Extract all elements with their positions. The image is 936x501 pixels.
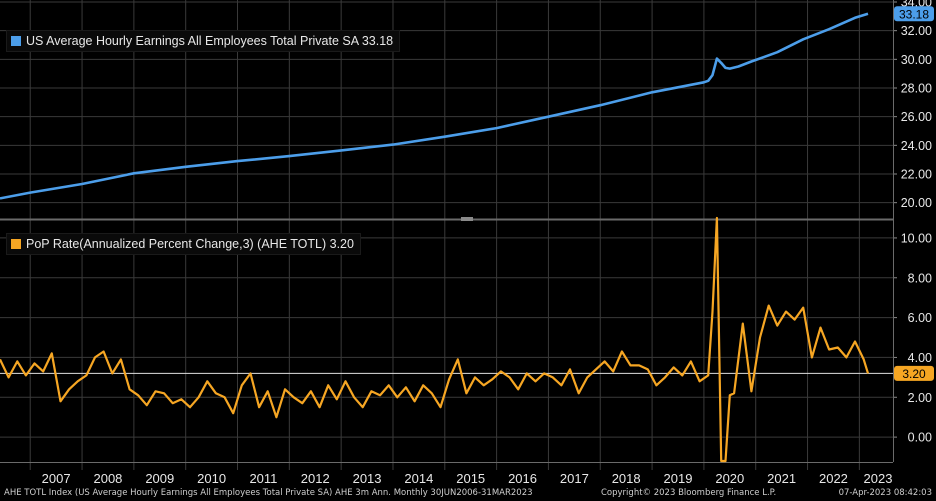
bottom-panel-grid xyxy=(0,237,897,438)
top-y-tick-label: 22.00 xyxy=(901,168,932,182)
level-last-value-badge: 33.18 xyxy=(894,6,934,22)
level-last-value: 33.18 xyxy=(899,7,929,21)
rate-last-value: 3.20 xyxy=(902,367,926,381)
rate-legend-swatch xyxy=(11,239,21,249)
x-tick-label: 2023 xyxy=(864,471,893,486)
top-y-tick-label: 28.00 xyxy=(901,82,932,96)
x-tick-label: 2019 xyxy=(664,471,693,486)
rate-legend-label: PoP Rate(Annualized Percent Change,3) (A… xyxy=(26,237,354,251)
x-tick-label: 2009 xyxy=(145,471,174,486)
bottom-y-tick-label: 0.00 xyxy=(908,431,932,445)
top-y-tick-label: 32.00 xyxy=(901,24,932,38)
rate-legend[interactable]: PoP Rate(Annualized Percent Change,3) (A… xyxy=(6,233,361,255)
rate-last-value-badge: 3.20 xyxy=(894,365,934,381)
footer-copyright: Copyright© 2023 Bloomberg Finance L.P. xyxy=(601,488,777,498)
level-series-line xyxy=(0,12,869,200)
x-tick-label: 2007 xyxy=(42,471,71,486)
x-tick-label: 2020 xyxy=(715,471,744,486)
footer-timestamp: 07-Apr-2023 08:42:03 xyxy=(838,488,932,498)
bottom-y-tick-label: 6.00 xyxy=(908,311,932,325)
x-tick-label: 2010 xyxy=(197,471,226,486)
bottom-y-tick-label: 10.00 xyxy=(901,231,932,245)
bottom-y-tick-label: 2.00 xyxy=(908,391,932,405)
rate-series-line xyxy=(0,216,870,463)
top-panel-grid xyxy=(0,1,897,204)
x-tick-label: 2016 xyxy=(508,471,537,486)
x-tick-label: 2012 xyxy=(301,471,330,486)
bottom-y-tick-label: 8.00 xyxy=(908,271,932,285)
x-tick-label: 2021 xyxy=(767,471,796,486)
x-tick-label: 2013 xyxy=(353,471,382,486)
x-tick-labels: 2007 2008 2009 2010 2011 2012 2013 2014 2015 2016… xyxy=(42,471,893,486)
level-legend[interactable]: US Average Hourly Earnings All Employees… xyxy=(6,30,401,52)
x-tick-label: 2011 xyxy=(249,471,277,486)
x-tick-label: 2008 xyxy=(93,471,122,486)
footer-source: AHE TOTL Index (US Average Hourly Earnin… xyxy=(4,488,533,498)
top-y-tick-labels: 20.00 22.00 24.00 26.00 28.00 30.00 32.00 34.00 xyxy=(901,0,932,210)
x-tick-label: 2014 xyxy=(404,471,433,486)
top-y-tick-label: 24.00 xyxy=(901,139,932,153)
bottom-y-tick-label: 4.00 xyxy=(908,351,932,365)
x-tick-label: 2017 xyxy=(560,471,589,486)
top-y-tick-label: 34.00 xyxy=(901,0,932,10)
top-y-tick-label: 20.00 xyxy=(901,196,932,210)
x-tick-label: 2022 xyxy=(819,471,848,486)
level-legend-swatch xyxy=(11,36,21,46)
top-y-tick-label: 26.00 xyxy=(901,110,932,124)
panel-resize-handle[interactable] xyxy=(461,217,473,221)
x-tick-label: 2018 xyxy=(612,471,641,486)
level-legend-label: US Average Hourly Earnings All Employees… xyxy=(26,34,394,48)
bottom-y-tick-labels: 0.00 2.00 4.00 6.00 8.00 10.00 xyxy=(901,231,932,444)
x-tick-label: 2015 xyxy=(456,471,485,486)
top-y-tick-label: 30.00 xyxy=(901,53,932,67)
